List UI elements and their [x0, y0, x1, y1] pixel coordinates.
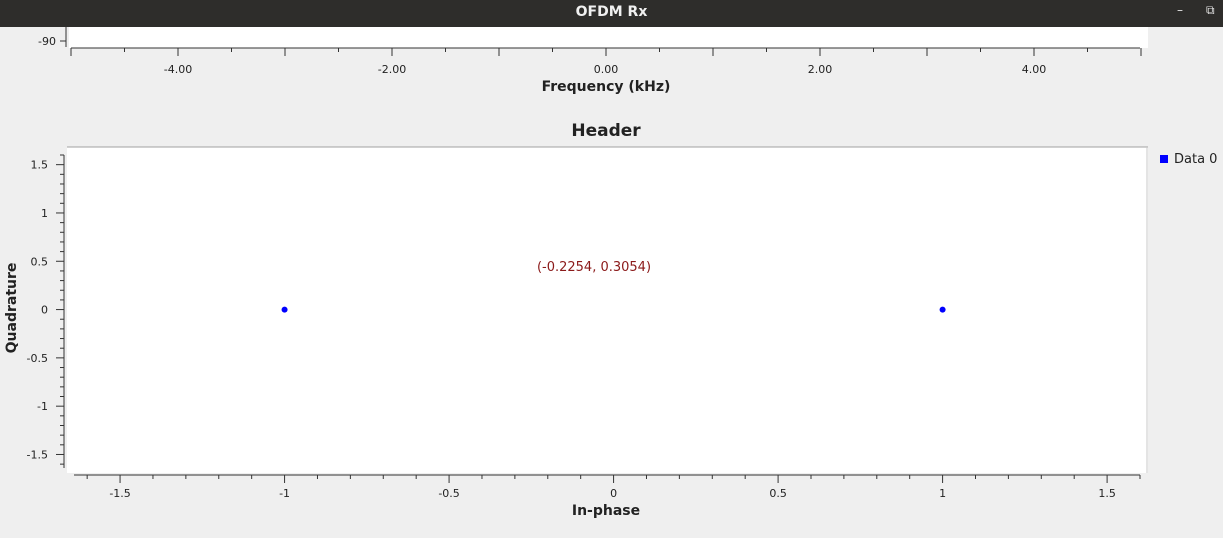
- y-tick-label: -0.5: [27, 352, 48, 365]
- cursor-readout: (-0.2254, 0.3054): [537, 260, 651, 275]
- x-tick-label: -0.5: [438, 487, 459, 500]
- freq-y-tick-label: -90: [38, 35, 56, 48]
- x-tick-label: -1.5: [109, 487, 130, 500]
- freq-x-tick-label: 2.00: [808, 63, 833, 76]
- freq-x-tick-label: -2.00: [378, 63, 406, 76]
- x-axis-label: In-phase: [572, 503, 640, 519]
- window-title: OFDM Rx: [575, 4, 648, 20]
- freq-x-axis-label: Frequency (kHz): [542, 79, 671, 95]
- y-tick-label: -1: [37, 400, 48, 413]
- y-tick-label: 1.5: [31, 159, 49, 172]
- data-points: [281, 306, 946, 313]
- legend-swatch: [1160, 155, 1168, 163]
- y-tick-label: -1.5: [27, 448, 48, 461]
- y-tick-label: 0: [41, 304, 48, 317]
- plot-canvas[interactable]: [67, 147, 1148, 473]
- y-tick-label: 1: [41, 207, 48, 220]
- legend[interactable]: Data 0: [1160, 152, 1217, 167]
- freq-x-tick-label: 4.00: [1022, 63, 1047, 76]
- x-tick-label: 0.5: [769, 487, 787, 500]
- x-ticks: -1.5 -1 -0.5 0 0.5 1 1.5: [86, 475, 1141, 500]
- freq-plot-canvas[interactable]: [69, 27, 1148, 48]
- window-titlebar: OFDM Rx – ⧉: [0, 0, 1223, 27]
- chart-title: Header: [571, 121, 641, 141]
- data-point: [281, 306, 288, 313]
- data-point: [939, 306, 946, 313]
- freq-x-ticks: -4.00 -2.00 0.00 2.00 4.00: [70, 48, 1142, 76]
- y-ticks: 1.5 1 0.5 0 -0.5 -1 -1.5: [27, 154, 64, 465]
- y-tick-label: 0.5: [31, 255, 49, 268]
- freq-x-tick-label: -4.00: [164, 63, 192, 76]
- x-tick-label: 1.5: [1098, 487, 1116, 500]
- restore-icon[interactable]: ⧉: [1206, 3, 1215, 17]
- minimize-icon[interactable]: –: [1177, 3, 1183, 17]
- legend-label[interactable]: Data 0: [1174, 152, 1217, 167]
- x-tick-label: 1: [939, 487, 946, 500]
- x-tick-label: 0: [610, 487, 617, 500]
- x-tick-label: -1: [279, 487, 290, 500]
- y-axis-label: Quadrature: [4, 263, 20, 354]
- freq-x-tick-label: 0.00: [594, 63, 619, 76]
